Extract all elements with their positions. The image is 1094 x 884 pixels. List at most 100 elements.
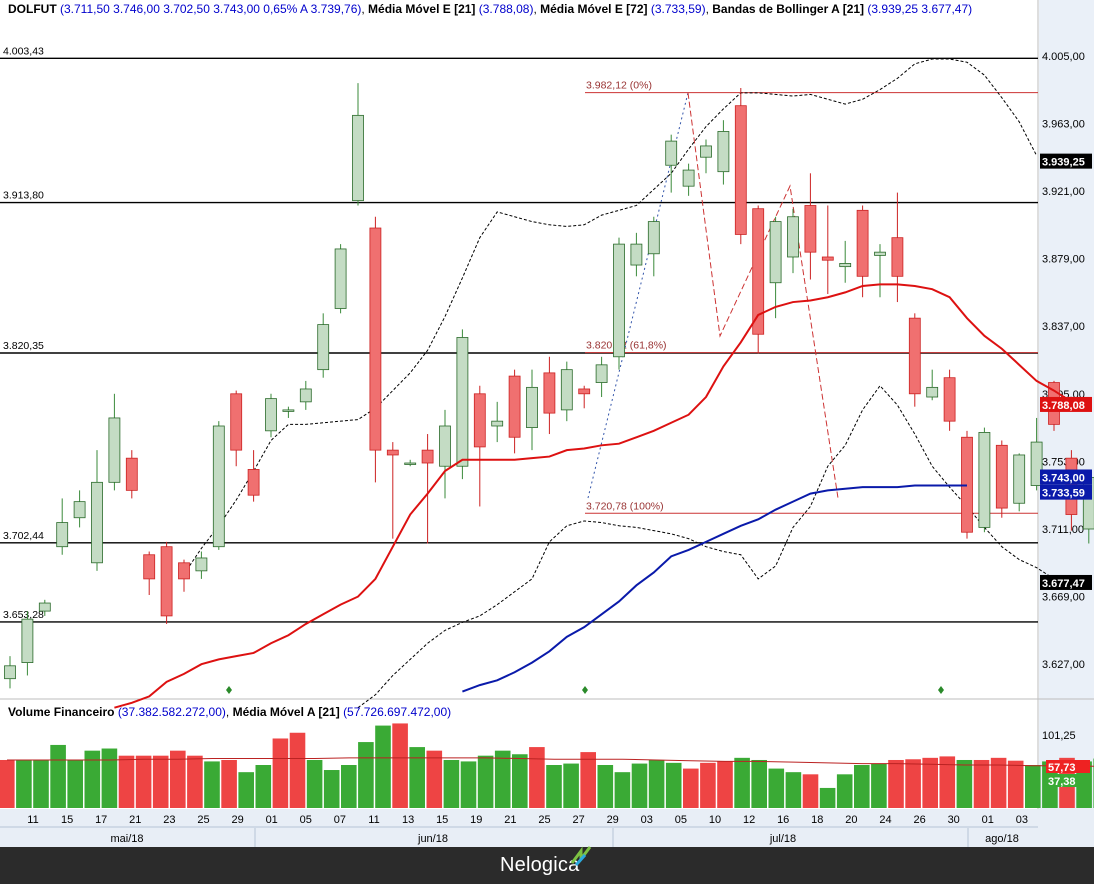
candle — [56, 522, 69, 548]
volume-bar — [683, 768, 699, 808]
volume-ma-badge — [1046, 760, 1090, 773]
volume-bar — [717, 761, 733, 808]
volume-bar — [529, 747, 545, 808]
volume-label: Volume Financeiro — [8, 705, 115, 719]
volume-bar — [871, 763, 887, 808]
price-badge-label: 3.788,08 — [1042, 400, 1085, 412]
ema21-line — [114, 283, 1072, 709]
volume-bar — [135, 755, 152, 808]
volume-bar — [597, 765, 614, 808]
month-label: jun/18 — [417, 833, 448, 845]
ema72-line — [462, 484, 967, 693]
volume-bar — [221, 759, 237, 808]
volume-bar — [922, 757, 938, 808]
volume-bar — [546, 765, 562, 808]
volume-bar — [973, 759, 990, 808]
volume-bar — [1025, 765, 1041, 808]
y-tick-label: 3.669,00 — [1042, 592, 1085, 604]
volume-bar — [512, 754, 528, 808]
candle — [473, 393, 486, 448]
price-chart[interactable]: 4.005,00 3.963,00 3.921,00 3.879,00 3.837,00… — [0, 0, 1094, 847]
symbol-label: DOLFUT — [8, 2, 57, 16]
volume-bar — [50, 744, 66, 808]
volume-bar — [426, 750, 443, 808]
volume-ma-line — [7, 757, 1094, 767]
volume-header: Volume Financeiro (37.382.582.272,00), M… — [8, 705, 452, 719]
candle — [421, 449, 434, 464]
candle — [160, 546, 173, 617]
event-marker-icon — [938, 686, 944, 694]
candle — [682, 169, 695, 187]
candle — [195, 557, 208, 572]
candle — [369, 227, 382, 451]
candle — [491, 420, 504, 427]
candle — [108, 417, 121, 483]
x-tick-label: 10 — [709, 814, 721, 826]
volume-bar — [289, 732, 306, 808]
month-label: ago/18 — [985, 833, 1019, 845]
footer-bar: Nelogica — [0, 846, 1094, 884]
candle — [995, 444, 1008, 509]
y-tick-label: 3.879,00 — [1042, 254, 1085, 266]
candle — [874, 251, 886, 256]
event-marker-icon — [582, 686, 588, 694]
volume-bar — [187, 755, 203, 808]
candle — [456, 337, 469, 467]
candle — [125, 457, 138, 491]
volume-ma-label: Média Móvel A [21] — [232, 705, 340, 719]
volume-bar — [460, 761, 477, 808]
volume-bar — [819, 787, 836, 808]
candle — [560, 369, 573, 411]
y-tick-label: 3.753,00 — [1042, 456, 1085, 468]
volume-last-badge — [1046, 774, 1090, 787]
candle — [178, 562, 190, 580]
candle — [839, 263, 852, 268]
x-tick-label: 03 — [1016, 814, 1028, 826]
candle — [299, 388, 312, 403]
volume-bar — [323, 770, 340, 808]
volume-bar — [905, 759, 921, 808]
candle — [247, 469, 260, 496]
x-tick-label: 17 — [95, 814, 107, 826]
price-badge — [1040, 153, 1092, 169]
x-tick-label: 05 — [300, 814, 312, 826]
volume-bar — [204, 761, 220, 808]
x-tick-label: 11 — [27, 814, 38, 826]
volume-bar — [272, 738, 289, 808]
y-tick-label: 4.005,00 — [1042, 51, 1085, 63]
volume-bar — [375, 725, 391, 808]
candle — [908, 317, 921, 395]
candle — [978, 432, 991, 528]
x-tick-label: 16 — [777, 814, 789, 826]
candle — [317, 324, 330, 371]
x-tick-label: 29 — [607, 814, 619, 826]
price-plot-area — [0, 22, 1038, 698]
price-badge — [1040, 574, 1092, 590]
volume-bar — [84, 750, 101, 808]
volume-bar — [238, 772, 254, 808]
candle — [856, 209, 869, 277]
candle — [91, 481, 103, 564]
horizontal-line-label: 3.653,28 — [3, 609, 44, 621]
candle — [891, 237, 904, 277]
candle — [212, 425, 225, 548]
volume-bar — [67, 759, 83, 808]
volume-bar — [648, 759, 665, 808]
x-tick-label: 25 — [538, 814, 550, 826]
candle — [352, 114, 364, 202]
event-marker-icon — [226, 686, 232, 694]
volume-bar — [888, 759, 904, 808]
x-tick-label: 21 — [504, 814, 516, 826]
candle — [543, 372, 556, 414]
x-tick-label: 24 — [879, 814, 891, 826]
volume-bar — [631, 763, 648, 808]
y-tick-label: 3.711,00 — [1042, 524, 1084, 536]
candle — [804, 205, 817, 253]
chart-header: DOLFUT (3.711,50 3.746,00 3.702,50 3.743… — [8, 2, 973, 16]
volume-bar — [700, 762, 716, 808]
price-badge — [1040, 484, 1092, 500]
x-tick-label: 05 — [675, 814, 687, 826]
ema21-label: Média Móvel E [21] — [368, 2, 476, 16]
candle — [265, 398, 277, 432]
x-tick-label: 29 — [231, 814, 243, 826]
